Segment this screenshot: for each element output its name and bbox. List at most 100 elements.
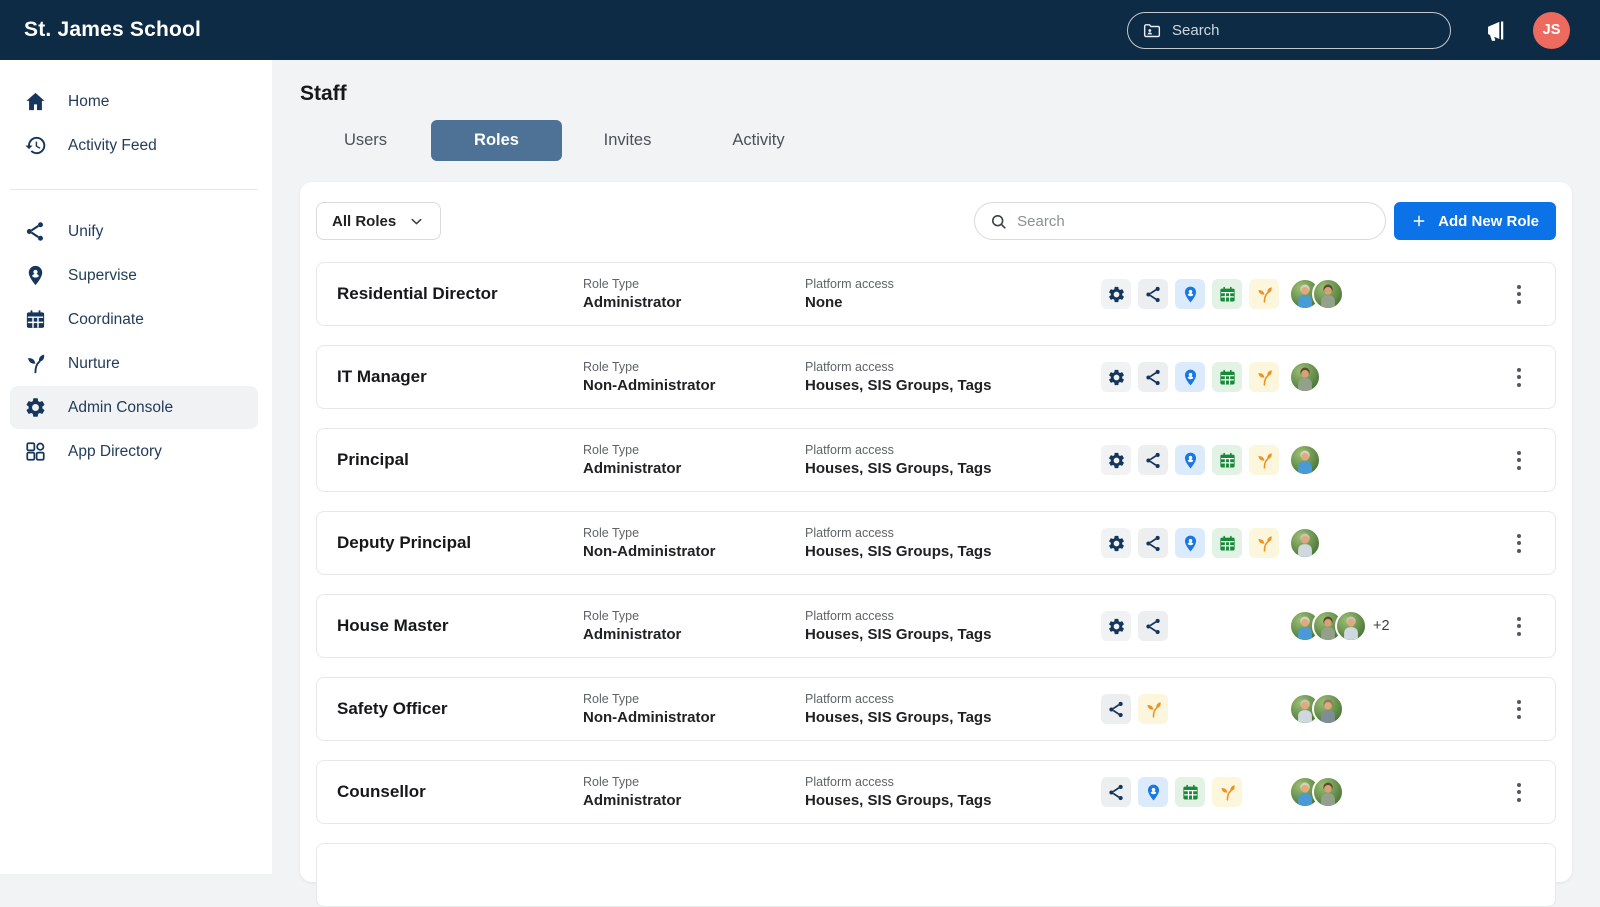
platform-chip-admin-console[interactable] (1101, 445, 1131, 475)
megaphone-icon (1487, 21, 1503, 41)
platform-chip-unify[interactable] (1101, 694, 1131, 724)
platform-access-field: Platform access Houses, SIS Groups, Tags (805, 443, 1101, 477)
platform-chip-nurture[interactable] (1249, 279, 1279, 309)
role-row-principal: Principal Role Type Administrator Platfo… (316, 428, 1556, 492)
member-avatar (1289, 361, 1321, 393)
row-menu-button[interactable] (1513, 281, 1525, 308)
coordinate-calendar-icon (1182, 784, 1198, 799)
platform-chip-coordinate[interactable] (1212, 362, 1242, 392)
platform-chip-unify[interactable] (1138, 611, 1168, 641)
role-type-label: Role Type (583, 692, 640, 706)
platform-chip-nurture[interactable] (1249, 362, 1279, 392)
sidebar-item-label: App Directory (68, 442, 162, 460)
sidebar-item-activity-feed[interactable]: Activity Feed (10, 124, 258, 167)
platform-chip-unify[interactable] (1101, 777, 1131, 807)
platform-chip-supervise[interactable] (1175, 445, 1205, 475)
platform-chip-admin-console[interactable] (1101, 611, 1131, 641)
platform-chip-supervise[interactable] (1175, 362, 1205, 392)
add-new-role-button[interactable]: Add New Role (1394, 202, 1556, 240)
row-menu-button[interactable] (1513, 447, 1525, 474)
roles-search-input[interactable] (1017, 212, 1372, 230)
roles-filter-value: All Roles (332, 212, 397, 230)
unify-share-icon (1108, 701, 1123, 717)
platform-chip-nurture[interactable] (1212, 777, 1242, 807)
user-avatar[interactable]: JS (1533, 11, 1570, 49)
home-icon (26, 92, 45, 111)
role-name: IT Manager (337, 367, 427, 386)
roles-search[interactable] (974, 202, 1387, 240)
platform-chip-unify[interactable] (1138, 362, 1168, 392)
platform-chip-nurture[interactable] (1249, 445, 1279, 475)
row-menu-button[interactable] (1513, 364, 1525, 391)
nurture-seedling-icon (1257, 452, 1272, 469)
platform-chip-admin-console[interactable] (1101, 362, 1131, 392)
platform-chip-coordinate[interactable] (1212, 445, 1242, 475)
row-menu-button[interactable] (1513, 613, 1525, 640)
sidebar-item-admin-console[interactable]: Admin Console (10, 386, 258, 429)
app-access-chips (1101, 279, 1289, 309)
role-type-field: Role Type Administrator (583, 609, 805, 643)
platform-chip-coordinate[interactable] (1175, 777, 1205, 807)
tab-invites[interactable]: Invites (603, 131, 652, 149)
role-type-field: Role Type Non-Administrator (583, 360, 805, 394)
tab-roles[interactable]: Roles (431, 120, 562, 161)
unify-share-icon (1108, 784, 1123, 800)
plus-icon (1413, 215, 1425, 227)
sidebar-item-app-directory[interactable]: App Directory (10, 430, 258, 473)
platform-access-label: Platform access (805, 277, 894, 291)
app-access-chips (1101, 611, 1289, 641)
platform-access-label: Platform access (805, 443, 894, 457)
platform-chip-unify[interactable] (1138, 528, 1168, 558)
platform-chip-coordinate[interactable] (1212, 528, 1242, 558)
coordinate-calendar-icon (1219, 286, 1235, 301)
roles-panel: All Roles Add New Role Residential Direc… (300, 182, 1572, 907)
platform-access-value: Houses, SIS Groups, Tags (805, 709, 992, 726)
member-avatar (1289, 444, 1321, 476)
platform-access-field: Platform access Houses, SIS Groups, Tags (805, 775, 1101, 809)
platform-access-label: Platform access (805, 609, 894, 623)
platform-chip-admin-console[interactable] (1101, 279, 1131, 309)
nurture-seedling-icon (1257, 369, 1272, 386)
global-search[interactable] (1127, 11, 1451, 49)
row-menu-button[interactable] (1513, 779, 1525, 806)
roles-filter-dropdown[interactable]: All Roles (316, 202, 442, 240)
platform-chip-admin-console[interactable] (1101, 528, 1131, 558)
app-access-chips (1101, 528, 1289, 558)
tab-users[interactable]: Users (343, 131, 388, 149)
unify-share-icon (1145, 369, 1160, 385)
role-name: Residential Director (337, 284, 498, 303)
sidebar-item-nurture[interactable]: Nurture (10, 342, 258, 385)
unify-share-icon (1145, 286, 1160, 302)
platform-access-field: Platform access Houses, SIS Groups, Tags (805, 360, 1101, 394)
global-search-input[interactable] (1172, 21, 1436, 39)
platform-chip-coordinate[interactable] (1212, 279, 1242, 309)
tab-activity[interactable]: Activity (732, 131, 785, 149)
row-menu-button[interactable] (1513, 696, 1525, 723)
platform-chip-unify[interactable] (1138, 279, 1168, 309)
sidebar-nav: Home Activity Feed Unify Supervise Coordinat… (0, 60, 272, 874)
sidebar-item-unify[interactable]: Unify (10, 210, 258, 253)
platform-chip-unify[interactable] (1138, 445, 1168, 475)
sidebar-item-coordinate[interactable]: Coordinate (10, 298, 258, 341)
admin-console-gear-icon (1108, 369, 1124, 385)
role-name: Deputy Principal (337, 533, 472, 552)
row-menu-button[interactable] (1513, 530, 1525, 557)
role-row-house-master: House Master Role Type Administrator Pla… (316, 594, 1556, 658)
sidebar-item-supervise[interactable]: Supervise (10, 254, 258, 297)
nurture-seedling-icon (1146, 701, 1161, 718)
platform-chip-nurture[interactable] (1138, 694, 1168, 724)
chevron-down-icon (411, 218, 422, 224)
platform-access-value: Houses, SIS Groups, Tags (805, 626, 992, 643)
platform-chip-supervise[interactable] (1175, 528, 1205, 558)
member-avatar (1312, 776, 1344, 808)
announcements-button[interactable] (1481, 15, 1511, 45)
platform-access-field: Platform access Houses, SIS Groups, Tags (805, 692, 1101, 726)
platform-chip-nurture[interactable] (1249, 528, 1279, 558)
platform-chip-supervise[interactable] (1138, 777, 1168, 807)
staff-tabs: Users Roles Invites Activity (300, 120, 1572, 161)
role-type-value: Administrator (583, 460, 682, 477)
nurture-seedling-icon (1257, 286, 1272, 303)
sidebar-item-home[interactable]: Home (10, 80, 258, 123)
role-type-label: Role Type (583, 360, 640, 374)
platform-chip-supervise[interactable] (1175, 279, 1205, 309)
